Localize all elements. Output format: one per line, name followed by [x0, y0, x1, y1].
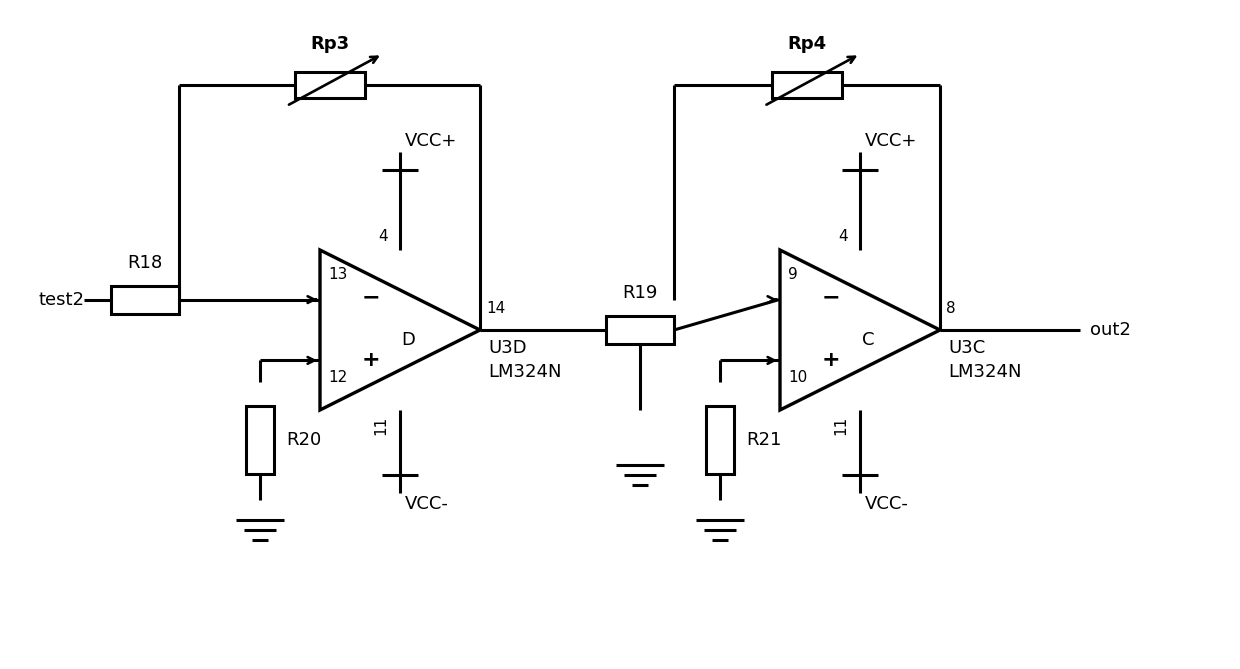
Text: +: + [822, 351, 841, 371]
Bar [773, 72, 842, 98]
Text: 14: 14 [486, 301, 505, 316]
Text: R21: R21 [746, 432, 781, 450]
Text: Rp3: Rp3 [310, 35, 350, 53]
Text: U3C: U3C [949, 339, 986, 357]
Text: VCC-: VCC- [866, 495, 909, 513]
Text: VCC+: VCC+ [405, 132, 458, 150]
Text: +: + [362, 351, 381, 371]
Bar [706, 406, 734, 474]
Text: C: C [862, 331, 874, 349]
Text: R18: R18 [128, 254, 162, 272]
Text: 12: 12 [329, 371, 347, 385]
Text: LM324N: LM324N [949, 363, 1022, 381]
Text: 11: 11 [833, 416, 848, 436]
Text: D: D [401, 331, 415, 349]
Text: out2: out2 [1090, 321, 1131, 339]
Bar [112, 286, 179, 314]
Bar [606, 316, 675, 344]
Text: 4: 4 [838, 229, 848, 244]
Text: R20: R20 [286, 432, 321, 450]
Text: 8: 8 [946, 301, 956, 316]
Text: U3D: U3D [489, 339, 527, 357]
Text: −: − [362, 288, 381, 308]
Text: 11: 11 [373, 416, 388, 436]
Text: LM324N: LM324N [489, 363, 562, 381]
Text: 10: 10 [787, 371, 807, 385]
Text: Rp4: Rp4 [787, 35, 827, 53]
Text: R19: R19 [622, 284, 657, 302]
Text: 4: 4 [378, 229, 388, 244]
Bar [295, 72, 365, 98]
Text: VCC+: VCC+ [866, 132, 918, 150]
Text: VCC-: VCC- [405, 495, 449, 513]
Text: 9: 9 [787, 267, 797, 282]
Text: −: − [822, 288, 841, 308]
Text: 13: 13 [329, 267, 347, 282]
Bar [246, 406, 274, 474]
Text: test2: test2 [38, 290, 84, 308]
